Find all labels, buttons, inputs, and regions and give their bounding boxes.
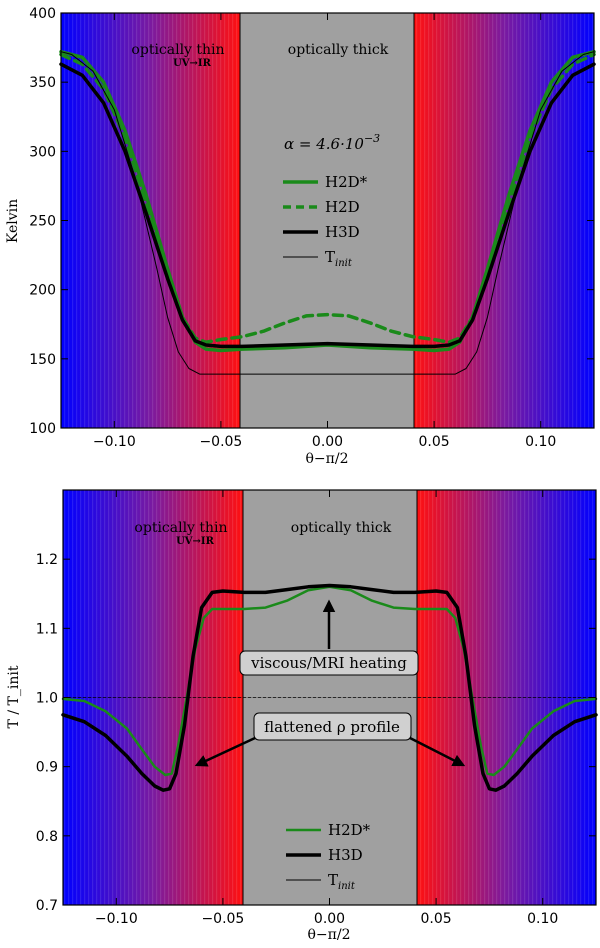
top-label-thin: optically thin (131, 42, 224, 58)
annotation-box-viscous (239, 650, 419, 676)
top-xlabel: θ−π/2 (306, 451, 349, 467)
bottom-series-group (61, 583, 598, 792)
bottom-label-thin: optically thin (134, 520, 227, 536)
top-xtick-label: 0.05 (419, 434, 450, 450)
bottom-xtick-label: −0.05 (201, 911, 244, 927)
bottom-label-thick: optically thick (291, 520, 392, 536)
top-label-thick: optically thick (288, 42, 389, 58)
bottom-legend: H2D* H3D Tinit (286, 821, 371, 892)
bottom-ytick-label: 1.0 (36, 691, 58, 707)
top-plot-frame (60, 12, 595, 429)
top-xtick-label: 0.00 (312, 434, 343, 450)
bottom-ytick-label: 0.7 (36, 898, 58, 914)
bottom-ytick-label: 1.1 (36, 621, 58, 637)
bottom-xlabel: θ−π/2 (308, 927, 351, 943)
top-xtick-label: −0.10 (93, 434, 136, 450)
bottom-xtick-label: −0.10 (95, 911, 138, 927)
alpha-annotation: α = 4.6·10−3 (284, 132, 380, 153)
top-ytick-label: 100 (29, 421, 56, 437)
top-ytick-label: 250 (29, 214, 56, 230)
b-legend-label-tinit: Tinit (328, 871, 356, 892)
bottom-ylabel: T / T_init (6, 665, 22, 728)
bottom-plot-frame (62, 489, 597, 906)
top-xtick-label: 0.10 (525, 434, 556, 450)
legend-label-h2dstar: H2D* (325, 173, 368, 191)
top-series-line-2 (59, 62, 596, 349)
bottom-series-line-1 (61, 583, 598, 792)
annotation-viscous: viscous/MRI heating (250, 654, 407, 672)
top-xtick-label: −0.05 (199, 434, 242, 450)
top-ytick-label: 300 (29, 144, 56, 160)
legend-label-h3d: H3D (325, 223, 360, 241)
top-series-line-3 (60, 51, 595, 375)
b-legend-label-h2dstar: H2D* (328, 821, 371, 839)
top-label-thin-sub: UV→IR (173, 58, 212, 69)
top-ytick-label: 150 (29, 352, 56, 368)
annotation-flattened: flattened ρ profile (264, 718, 400, 736)
top-ylabel: Kelvin (5, 199, 21, 243)
bottom-panel: −0.10 −0.05 0.00 0.05 0.10 0.7 0.8 0.9 1.0 1.1 1.2… (6, 489, 598, 943)
bottom-label-thin-sub: UV→IR (176, 536, 215, 547)
bottom-ticks-group: −0.10 −0.05 0.00 0.05 0.10 0.7 0.8 0.9 1.0 1.1 1.2 (36, 490, 596, 927)
arrow-flattened-left (194, 736, 256, 767)
top-panel: −0.10 −0.05 0.00 0.05 0.10 100 150 200 250 300 350… (5, 6, 596, 467)
bottom-ytick-label: 0.8 (36, 829, 58, 845)
b-legend-label-h3d: H3D (328, 846, 363, 864)
bottom-xtick-label: 0.05 (421, 911, 452, 927)
legend-label-h2d: H2D (325, 198, 360, 216)
bottom-ytick-label: 1.2 (36, 552, 58, 568)
top-ytick-label: 200 (29, 283, 56, 299)
annotation-box-flattened (253, 712, 412, 741)
top-ytick-label: 400 (29, 6, 56, 22)
region-thick (240, 13, 414, 428)
bottom-ytick-label: 0.9 (36, 760, 58, 776)
top-series-line-1 (59, 52, 596, 344)
bottom-xtick-label: 0.10 (527, 911, 558, 927)
arrow-flattened-right (409, 736, 466, 767)
top-legend: H2D* H2D H3D Tinit (283, 173, 368, 269)
bottom-xtick-label: 0.00 (314, 911, 345, 927)
legend-label-tinit: Tinit (325, 248, 353, 269)
top-ytick-label: 350 (29, 75, 56, 91)
top-ticks-group: −0.10 −0.05 0.00 0.05 0.10 100 150 200 250 300 350… (29, 6, 594, 450)
top-series-group (59, 49, 596, 375)
